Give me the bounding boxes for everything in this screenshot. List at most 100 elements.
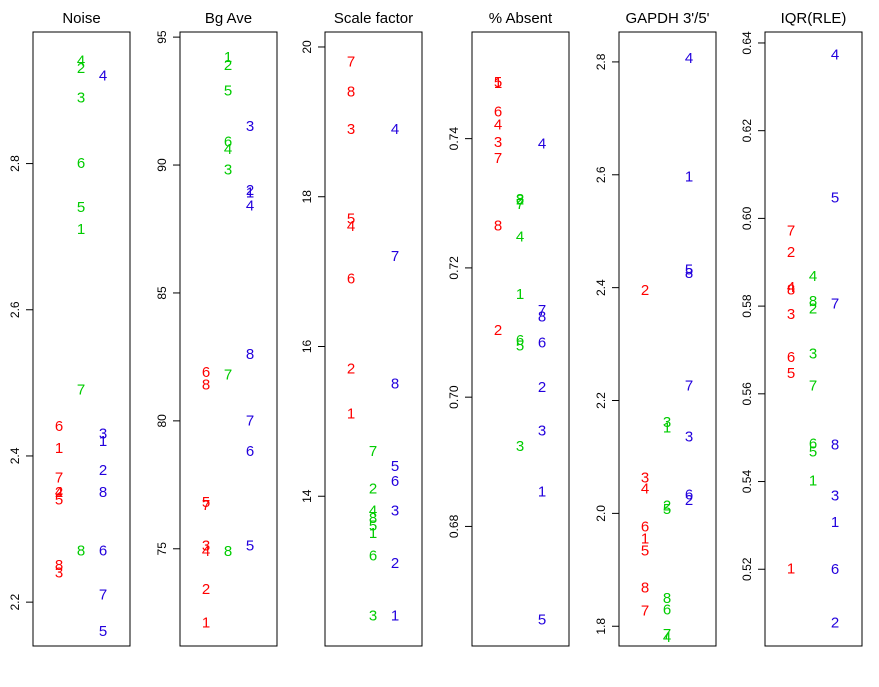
data-point-group3-1: 1 [246, 185, 254, 202]
data-point-group3-7: 7 [246, 412, 254, 429]
data-point-group3-5: 5 [831, 190, 839, 207]
y-tick-label: 2.4 [594, 279, 608, 296]
data-point-group3-6: 6 [685, 486, 693, 503]
y-tick-label: 90 [155, 158, 169, 172]
data-point-group3-6: 6 [391, 473, 399, 490]
data-point-group3-2: 2 [831, 614, 839, 631]
plot-frame [179, 31, 278, 647]
data-point-group3-1: 1 [538, 484, 546, 501]
data-point-group2-6: 6 [809, 435, 817, 452]
data-point-group2-8: 8 [663, 590, 671, 607]
data-point-group1-2: 2 [347, 360, 355, 377]
data-point-group1-5: 5 [202, 494, 210, 511]
data-point-group3-1: 1 [99, 433, 107, 450]
y-tick-label: 2.8 [8, 155, 22, 172]
data-point-group1-7: 7 [347, 53, 355, 70]
y-tick-label: 2.6 [8, 301, 22, 318]
data-point-group1-8: 8 [202, 377, 210, 394]
data-point-group2-7: 7 [809, 377, 817, 394]
y-tick-label: 80 [155, 414, 169, 428]
data-point-group1-8: 8 [347, 83, 355, 100]
data-point-group1-3: 3 [347, 121, 355, 138]
data-point-group1-3: 3 [641, 469, 649, 486]
data-point-group2-1: 1 [224, 49, 232, 66]
data-point-group3-8: 8 [831, 437, 839, 454]
data-point-group1-4: 4 [787, 279, 795, 296]
data-point-group1-2: 2 [202, 581, 210, 598]
data-point-group3-4: 4 [538, 135, 546, 152]
data-point-group2-1: 1 [663, 420, 671, 437]
data-point-group2-3: 3 [809, 345, 817, 362]
data-point-group3-8: 8 [685, 265, 693, 282]
data-point-group1-8: 8 [641, 579, 649, 596]
data-point-group1-8: 8 [787, 281, 795, 298]
data-point-group2-5: 5 [809, 444, 817, 461]
data-point-group3-4: 4 [685, 50, 693, 67]
panel-title: GAPDH 3'/5' [625, 10, 709, 27]
data-point-group1-4: 4 [641, 481, 649, 498]
data-point-group3-7: 7 [538, 302, 546, 319]
data-point-group3-1: 1 [831, 514, 839, 531]
data-point-group1-5: 5 [641, 543, 649, 560]
data-point-group1-2: 2 [55, 484, 63, 501]
data-point-group1-7: 7 [494, 150, 502, 167]
data-point-group1-8: 8 [494, 217, 502, 234]
data-point-group1-5: 5 [55, 491, 63, 508]
data-point-group3-5: 5 [246, 538, 254, 555]
panel-title: Bg Ave [205, 10, 252, 27]
data-point-group1-1: 1 [787, 560, 795, 577]
y-tick-label: 0.64 [740, 31, 754, 55]
y-tick-label: 0.72 [447, 256, 461, 280]
plot-frame [471, 31, 570, 647]
data-point-group3-1: 1 [685, 169, 693, 186]
data-point-group2-6: 6 [224, 134, 232, 151]
data-point-group1-7: 7 [641, 603, 649, 620]
data-point-group3-7: 7 [99, 586, 107, 603]
data-point-group3-6: 6 [246, 443, 254, 460]
y-tick-label: 1.8 [594, 618, 608, 635]
data-point-group2-4: 4 [663, 629, 671, 646]
data-point-group2-8: 8 [516, 191, 524, 208]
data-point-group2-5: 5 [224, 82, 232, 99]
data-point-group3-4: 4 [391, 121, 399, 138]
data-point-group3-7: 7 [831, 295, 839, 312]
data-point-group2-7: 7 [77, 382, 85, 399]
data-point-group3-6: 6 [99, 542, 107, 559]
data-point-group3-6: 6 [538, 334, 546, 351]
data-point-group1-6: 6 [494, 104, 502, 121]
data-point-group2-8: 8 [369, 510, 377, 527]
data-point-group3-3: 3 [246, 118, 254, 135]
data-point-group2-3: 3 [77, 89, 85, 106]
data-point-group2-1: 1 [77, 221, 85, 238]
data-point-group2-8: 8 [809, 293, 817, 310]
data-point-group3-2: 2 [246, 182, 254, 199]
y-tick-label: 85 [155, 286, 169, 300]
y-tick-label: 95 [155, 30, 169, 44]
y-tick-label: 20 [300, 40, 314, 54]
data-point-group2-8: 8 [224, 543, 232, 560]
data-point-group2-4: 4 [224, 141, 232, 158]
data-point-group2-1: 1 [369, 525, 377, 542]
data-point-group2-1: 1 [516, 286, 524, 303]
data-point-group2-3: 3 [224, 162, 232, 179]
panel-title: % Absent [489, 10, 553, 27]
data-point-group3-2: 2 [391, 555, 399, 572]
y-tick-label: 0.54 [740, 470, 754, 494]
data-point-group2-6: 6 [77, 155, 85, 172]
data-point-group3-2: 2 [685, 492, 693, 509]
panel-title: IQR(RLE) [781, 10, 847, 27]
y-tick-label: 2.0 [594, 505, 608, 522]
data-point-group2-2: 2 [663, 498, 671, 515]
data-point-group2-4: 4 [809, 268, 817, 285]
y-tick-label: 75 [155, 542, 169, 556]
data-point-group1-6: 6 [55, 418, 63, 435]
data-point-group1-4: 4 [494, 117, 502, 134]
data-point-group1-1: 1 [347, 405, 355, 422]
data-point-group2-7: 7 [224, 366, 232, 383]
y-tick-label: 0.74 [447, 127, 461, 151]
data-point-group3-1: 1 [391, 608, 399, 625]
data-point-group1-4: 4 [202, 543, 210, 560]
data-point-group3-6: 6 [831, 561, 839, 578]
data-point-group2-5: 5 [77, 199, 85, 216]
